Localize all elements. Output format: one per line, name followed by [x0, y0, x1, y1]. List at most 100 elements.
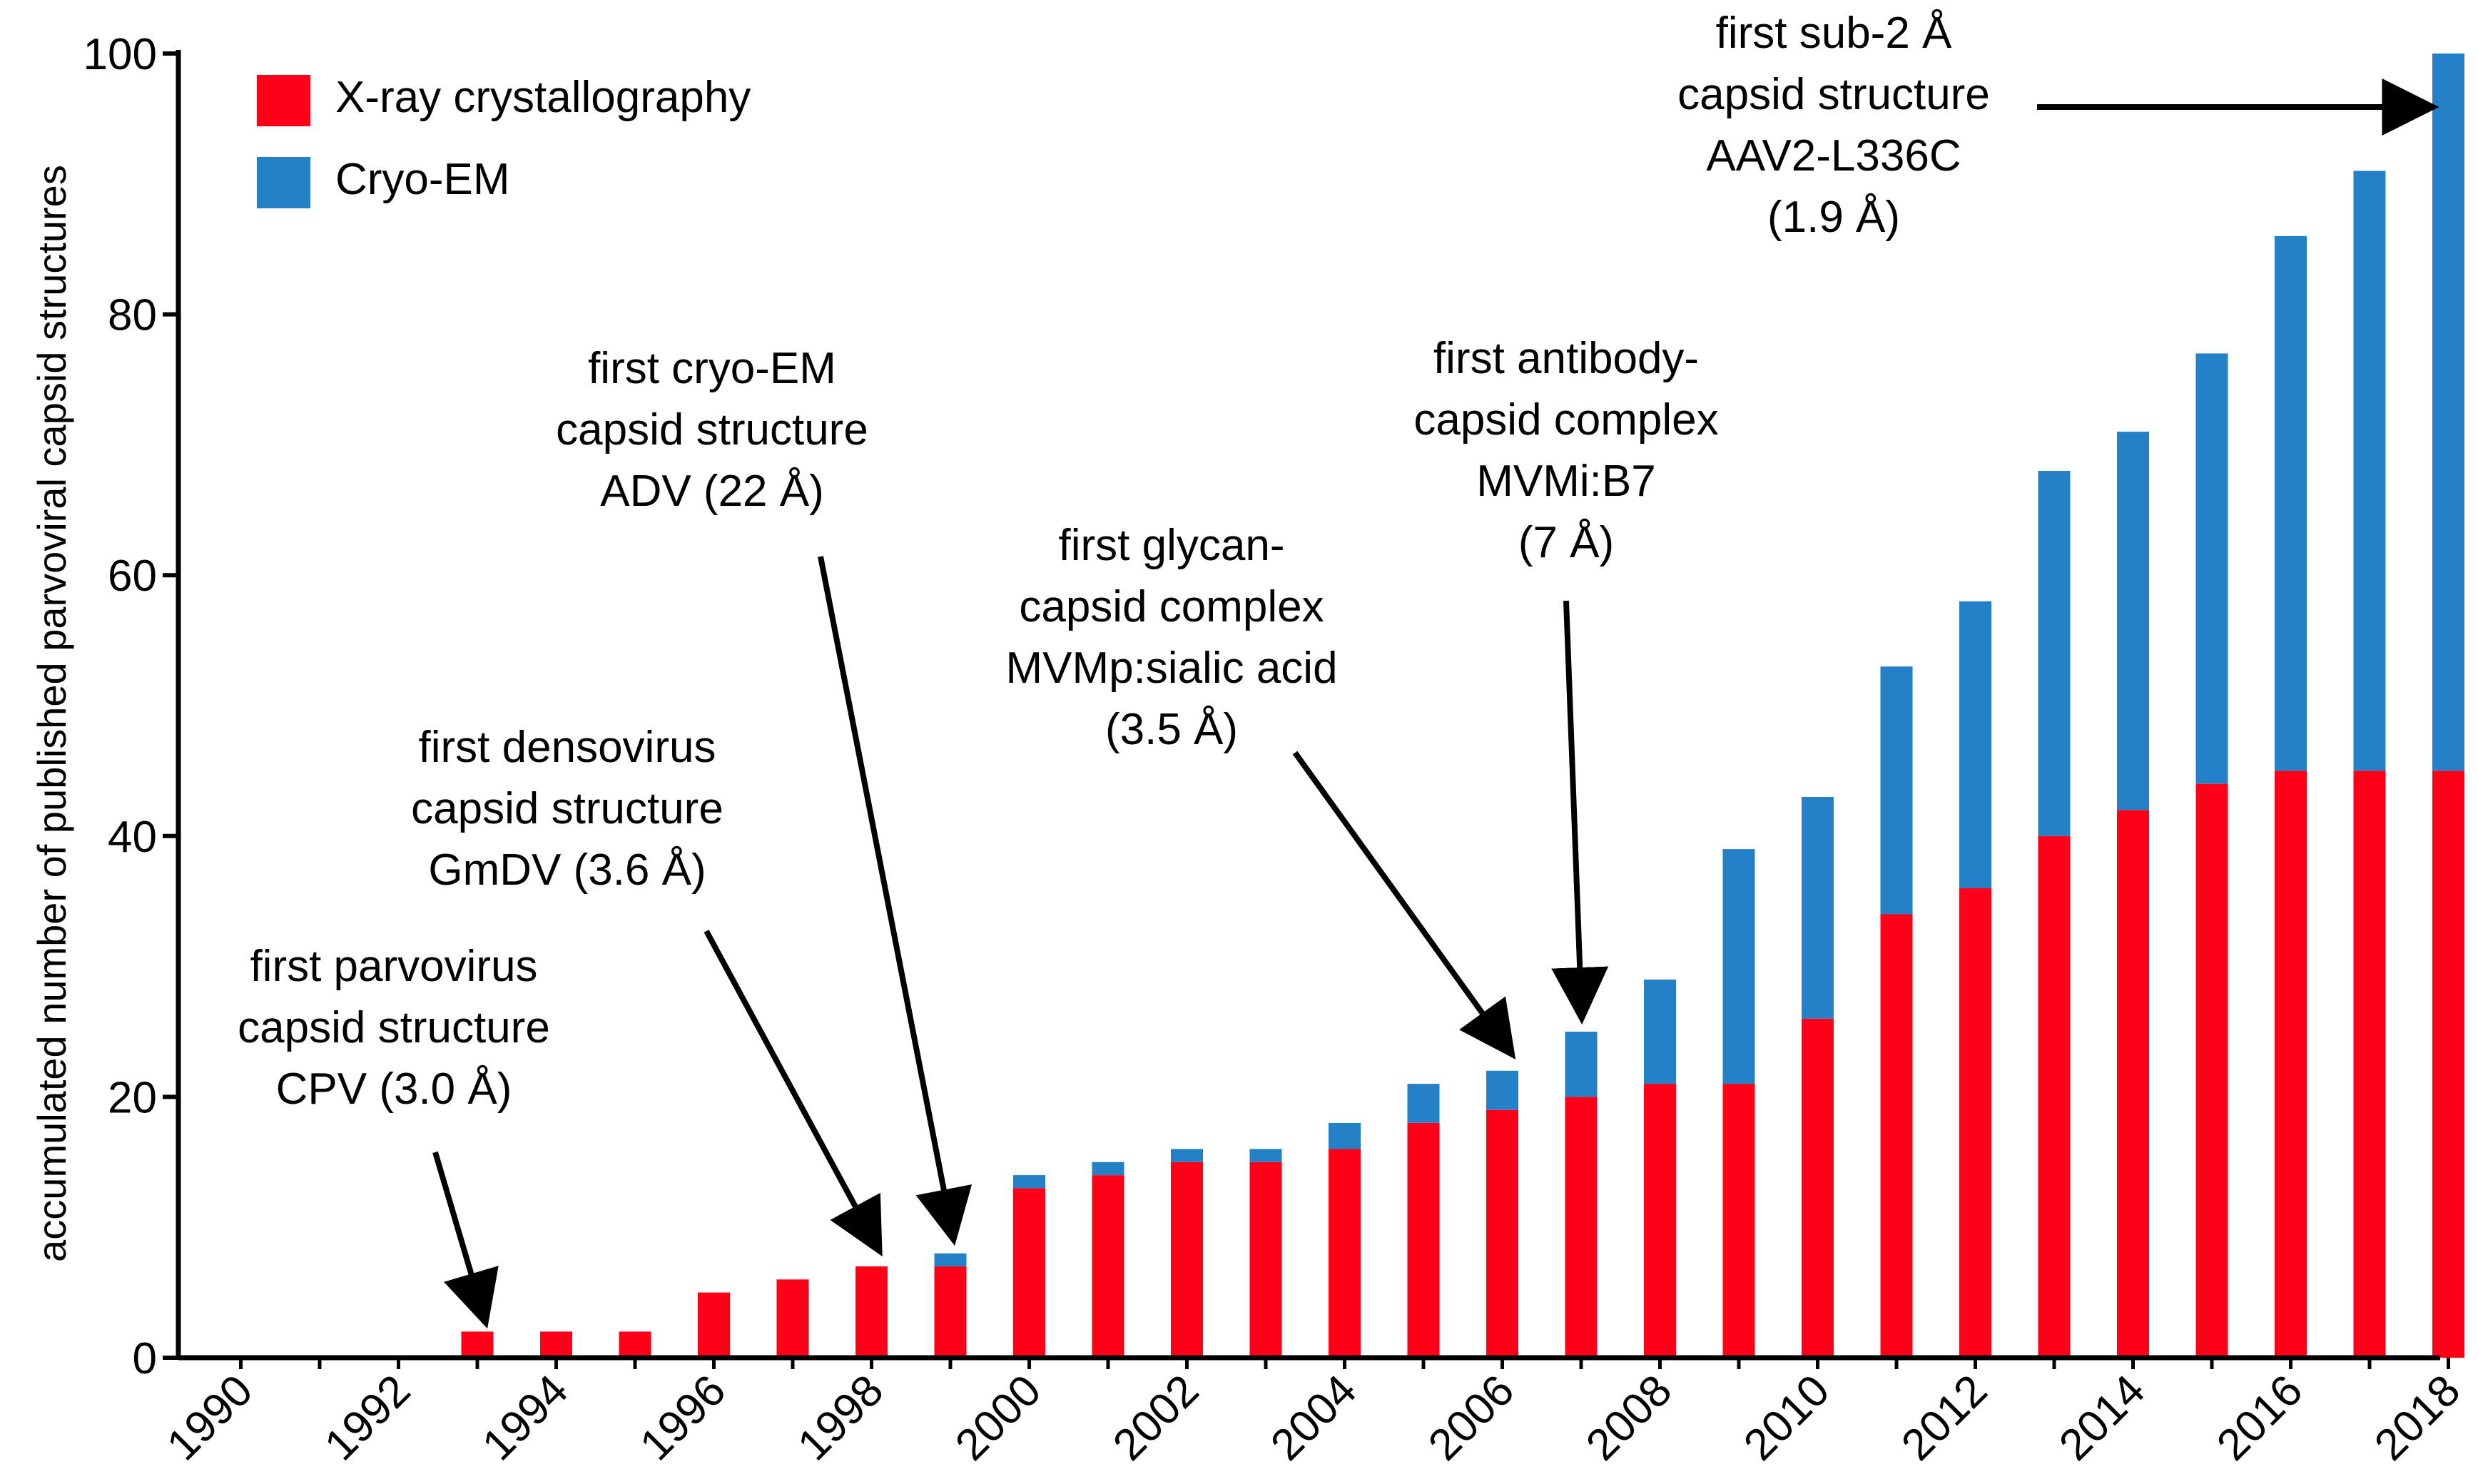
annotation-adv-arrow [818, 556, 973, 1246]
x-tick-label-2014: 2014 [2050, 1366, 2154, 1470]
bar-cryoem-1999 [934, 1253, 967, 1267]
annotation-mvmi-line-3: MVMi:B7 [1476, 457, 1655, 506]
x-tick-label-2002: 2002 [1104, 1366, 1208, 1470]
annotation-aav2-line-2: capsid structure [1677, 70, 1990, 119]
bar-xray-2017 [2353, 771, 2386, 1358]
bar-xray-2018 [2432, 771, 2464, 1358]
annotation-cpv-line-3: CPV (3.0 Å) [276, 1064, 512, 1114]
annotation-mvmp-line-3: MVMp:sialic acid [1005, 644, 1337, 693]
annotation-aav2-line-3: AAV2-L336C [1706, 131, 1961, 181]
bar-xray-2002 [1171, 1162, 1203, 1358]
bar-cryoem-2017 [2353, 171, 2386, 771]
legend-label-xray: X-ray crystallography [335, 73, 751, 122]
bar-cryoem-2012 [1959, 601, 1991, 888]
bar-xray-1994 [540, 1331, 572, 1358]
annotation-aav2-line-4: (1.9 Å) [1767, 193, 1900, 242]
y-tick-label-80: 80 [108, 291, 157, 340]
x-tick-label-2012: 2012 [1892, 1366, 1996, 1470]
bar-xray-2001 [1092, 1175, 1124, 1358]
bar-xray-2016 [2275, 771, 2307, 1358]
bar-xray-2012 [1959, 888, 1991, 1358]
bar-cryoem-2002 [1171, 1149, 1203, 1162]
bar-xray-1996 [698, 1292, 730, 1358]
x-tick-label-2010: 2010 [1735, 1366, 1839, 1470]
bar-xray-2000 [1013, 1188, 1045, 1358]
annotation-mvmi-arrow [1551, 600, 1609, 1025]
bar-xray-2007 [1565, 1097, 1598, 1358]
annotation-gmdv-line-3: GmDV (3.6 Å) [428, 845, 706, 895]
legend-swatch-xray [257, 75, 310, 126]
bar-cryoem-2014 [2117, 432, 2149, 810]
bar-cryoem-2018 [2432, 54, 2464, 771]
bar-xray-1995 [619, 1331, 651, 1358]
x-tick-label-1994: 1994 [473, 1366, 577, 1470]
annotation-mvmp-line-1: first glycan- [1059, 521, 1285, 570]
annotation-cpv-line-1: first parvovirus [250, 942, 537, 991]
bar-cryoem-2004 [1329, 1123, 1361, 1149]
bar-cryoem-2009 [1722, 849, 1755, 1084]
annotation-mvmi-line-2: capsid complex [1413, 395, 1718, 444]
y-axis-label: accumulated number of published parvovir… [29, 165, 74, 1262]
x-tick-label-2018: 2018 [2365, 1366, 2469, 1470]
bars-layer [461, 54, 2464, 1358]
annotation-cpv-line-2: capsid structure [238, 1003, 550, 1052]
bar-xray-2011 [1880, 914, 1913, 1358]
annotation-adv-line-1: first cryo-EM [588, 344, 836, 393]
bar-xray-1993 [461, 1331, 494, 1358]
annotations-layer: first parvovirus capsid structure CPV (3.0… [238, 9, 2439, 1329]
bar-xray-2009 [1722, 1084, 1755, 1358]
bar-cryoem-2015 [2195, 353, 2228, 784]
annotation-aav2-line-1: first sub-2 Å [1716, 9, 1952, 58]
bar-cryoem-2003 [1249, 1149, 1282, 1162]
annotation-adv-line-3: ADV (22 Å) [600, 467, 824, 516]
y-tick-label-40: 40 [108, 813, 157, 862]
y-tick-label-100: 100 [83, 30, 157, 79]
bar-xray-2015 [2195, 783, 2228, 1358]
annotation-adv-line-2: capsid structure [556, 405, 868, 454]
bar-xray-2014 [2117, 810, 2149, 1358]
bar-xray-2008 [1644, 1084, 1676, 1358]
bar-cryoem-2001 [1092, 1162, 1124, 1176]
bar-cryoem-2011 [1880, 666, 1913, 915]
annotation-mvmi-line-1: first antibody- [1433, 334, 1699, 383]
x-tick-label-2004: 2004 [1261, 1366, 1366, 1470]
x-tick-label-2006: 2006 [1419, 1366, 1523, 1470]
x-tick-label-1998: 1998 [788, 1366, 893, 1470]
bar-xray-2010 [1802, 1018, 1834, 1358]
y-tick-label-60: 60 [108, 552, 157, 601]
annotation-gmdv-arrow [704, 930, 883, 1257]
annotation-mvmi-line-4: (7 Å) [1518, 518, 1614, 567]
x-tick-label-1996: 1996 [631, 1366, 735, 1470]
legend: X-ray crystallography Cryo-EM [257, 73, 751, 208]
legend-label-cryoem: Cryo-EM [335, 155, 510, 204]
x-tick-label-2008: 2008 [1577, 1366, 1681, 1470]
bar-cryoem-2010 [1802, 797, 1834, 1019]
x-tick-label-2016: 2016 [2208, 1366, 2312, 1470]
bar-xray-1997 [776, 1279, 809, 1358]
legend-swatch-cryoem [257, 157, 310, 208]
bar-xray-2005 [1407, 1123, 1440, 1358]
bar-xray-2003 [1249, 1162, 1282, 1358]
annotation-gmdv-line-1: first densovirus [419, 723, 716, 772]
bar-cryoem-2013 [2038, 471, 2071, 836]
x-ticks-layer: 1990 1992 1994 1996 1998 2000 2002 2004 2006 2008… [158, 1358, 2469, 1470]
bar-cryoem-2005 [1407, 1084, 1440, 1123]
x-tick-label-2000: 2000 [946, 1366, 1050, 1470]
bar-cryoem-2006 [1486, 1070, 1518, 1110]
bar-cryoem-2007 [1565, 1032, 1598, 1097]
y-tick-label-20: 20 [108, 1073, 157, 1122]
x-tick-label-1992: 1992 [315, 1366, 420, 1470]
x-tick-label-1990: 1990 [158, 1366, 262, 1470]
bar-xray-2004 [1329, 1149, 1361, 1358]
bar-xray-2013 [2038, 835, 2071, 1358]
annotation-mvmp-arrow [1292, 751, 1516, 1059]
bar-xray-1999 [934, 1266, 967, 1358]
annotation-mvmp-line-2: capsid complex [1019, 582, 1324, 631]
annotation-cpv-arrow [432, 1151, 499, 1329]
bar-xray-1998 [855, 1266, 888, 1358]
bar-cryoem-2008 [1644, 979, 1676, 1084]
annotation-mvmp-line-4: (3.5 Å) [1105, 705, 1238, 754]
bar-cryoem-2016 [2275, 235, 2307, 771]
annotation-gmdv-line-2: capsid structure [411, 784, 723, 833]
bar-cryoem-2000 [1013, 1175, 1045, 1189]
